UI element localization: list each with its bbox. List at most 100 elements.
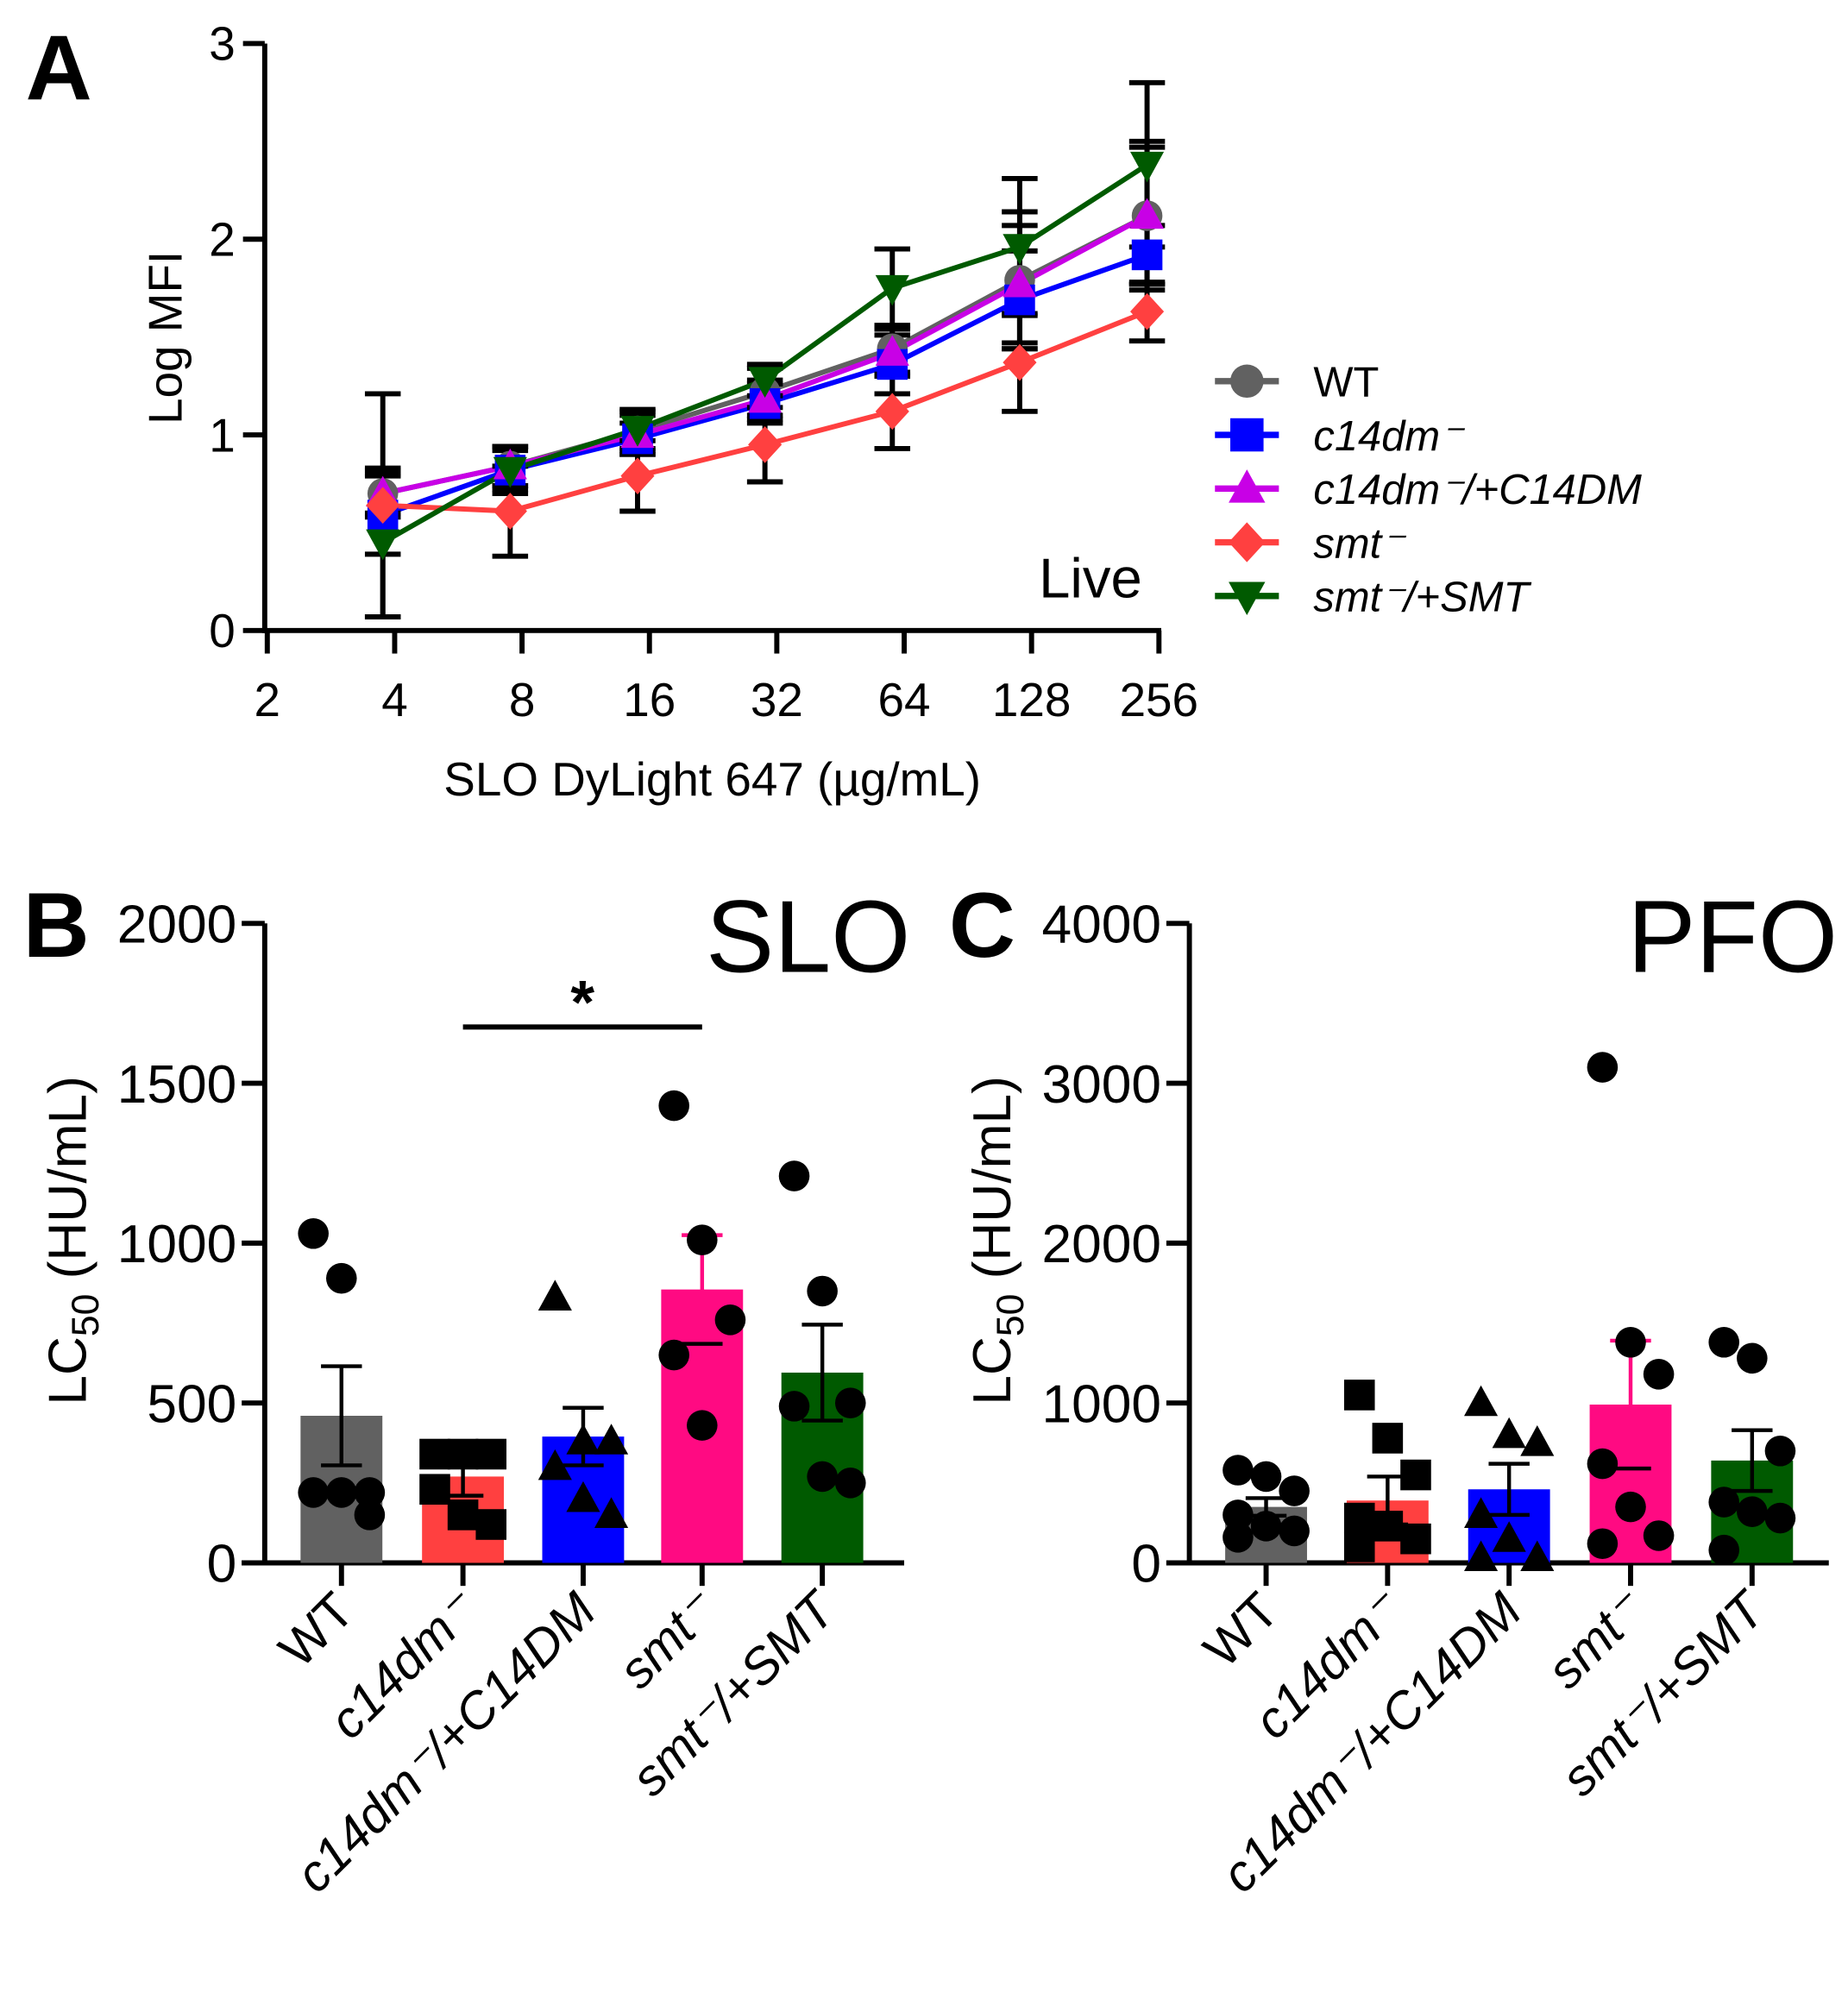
data-point — [1737, 1496, 1768, 1527]
y-tick-label: 1000 — [1041, 1374, 1160, 1434]
data-point — [1372, 1511, 1404, 1542]
x-tick-label: 32 — [751, 673, 803, 726]
y-tick-label: 1 — [209, 408, 235, 462]
data-point — [419, 1438, 450, 1470]
data-point — [566, 1480, 600, 1512]
data-point — [834, 1387, 866, 1418]
data-point — [1463, 1540, 1499, 1572]
data-point — [366, 487, 400, 525]
data-point — [1129, 198, 1165, 229]
data-point — [875, 335, 909, 366]
data-point — [326, 1262, 357, 1294]
legend-label: smt⁻ — [1313, 520, 1406, 567]
data-point — [1492, 1521, 1526, 1552]
data-point — [566, 1424, 600, 1455]
data-point — [537, 1279, 572, 1311]
legend-label: c14dm⁻/+C14DM — [1313, 467, 1642, 513]
data-point — [594, 1497, 629, 1529]
annotation-live: Live — [1039, 546, 1142, 609]
y-axis-title-unit: (HU/mL) — [38, 1076, 97, 1293]
data-point — [1764, 1502, 1796, 1534]
y-axis-title-unit: (HU/mL) — [963, 1076, 1022, 1293]
data-point — [1003, 343, 1037, 381]
legend-marker — [1230, 364, 1264, 399]
data-point — [1131, 239, 1163, 271]
y-axis-title: LC50 (HU/mL) — [963, 1076, 1032, 1405]
data-point — [807, 1275, 838, 1307]
x-tick-label: 4 — [381, 673, 408, 726]
y-tick-label: 0 — [1131, 1535, 1161, 1594]
y-axis-title-main: LC — [38, 1336, 97, 1405]
data-point — [1587, 1448, 1619, 1480]
x-tick-label: 2 — [255, 673, 280, 726]
data-point — [298, 1477, 329, 1508]
data-point — [1279, 1515, 1310, 1547]
data-point — [1343, 1502, 1375, 1534]
y-tick-label: 500 — [147, 1374, 236, 1434]
data-point — [1003, 234, 1037, 265]
data-point — [620, 416, 655, 447]
data-point — [326, 1477, 357, 1508]
data-point — [1343, 1380, 1375, 1411]
y-tick-label: 2000 — [117, 896, 236, 955]
data-point — [1615, 1326, 1646, 1358]
data-point — [1129, 151, 1165, 183]
legend-marker — [1230, 418, 1264, 452]
data-point — [1250, 1461, 1282, 1493]
y-tick-label: 3000 — [1041, 1055, 1160, 1115]
data-point — [875, 274, 909, 306]
x-tick-label: 256 — [1120, 673, 1198, 726]
legend-label: c14dm⁻ — [1313, 413, 1465, 460]
data-point — [1708, 1534, 1739, 1566]
data-point — [1615, 1491, 1646, 1523]
x-tick-label: 8 — [509, 673, 536, 726]
y-tick-label: 3 — [209, 17, 235, 71]
data-point — [1643, 1359, 1675, 1390]
legend-marker — [1229, 522, 1266, 563]
data-point — [1463, 1497, 1499, 1529]
data-point — [1003, 266, 1037, 298]
data-point — [687, 1224, 718, 1255]
chart-title: SLO — [706, 881, 910, 995]
data-point — [447, 1499, 479, 1531]
y-tick-label: 2000 — [1041, 1215, 1160, 1274]
x-axis-title: SLO DyLight 647 (µg/mL) — [443, 752, 981, 806]
y-tick-label: 1000 — [117, 1215, 236, 1274]
x-tick-label: WT — [1192, 1581, 1290, 1679]
legend-item-0: WT — [1215, 360, 1379, 406]
y-axis-title-main: LC — [963, 1336, 1022, 1405]
legend-item-4: smt⁻/+SMT — [1215, 575, 1531, 621]
data-point — [537, 1449, 572, 1480]
y-axis-title-subscript: 50 — [65, 1294, 107, 1336]
data-point — [298, 1217, 329, 1249]
y-tick-label: 1500 — [117, 1055, 236, 1115]
data-point — [1463, 1385, 1499, 1417]
data-point — [1492, 1417, 1526, 1449]
data-point — [714, 1304, 746, 1336]
data-point — [1643, 1520, 1675, 1551]
data-point — [1587, 1052, 1619, 1083]
data-point — [1223, 1455, 1254, 1486]
data-point — [687, 1410, 718, 1441]
data-point — [1250, 1511, 1282, 1542]
panel-label-b: B — [23, 873, 90, 977]
data-point — [1279, 1475, 1310, 1506]
data-point — [1400, 1523, 1431, 1555]
data-point — [1223, 1522, 1254, 1553]
legend-item-2: c14dm⁻/+C14DM — [1215, 467, 1642, 513]
data-point — [1129, 292, 1165, 330]
data-point — [807, 1461, 838, 1493]
data-point — [1764, 1435, 1796, 1467]
data-point — [493, 456, 527, 488]
x-tick-label: 64 — [878, 673, 931, 726]
data-point — [1343, 1531, 1375, 1562]
legend-marker — [1229, 469, 1266, 503]
data-point — [1737, 1342, 1768, 1374]
data-point — [354, 1477, 386, 1508]
data-point — [447, 1438, 479, 1470]
data-point — [419, 1474, 450, 1506]
